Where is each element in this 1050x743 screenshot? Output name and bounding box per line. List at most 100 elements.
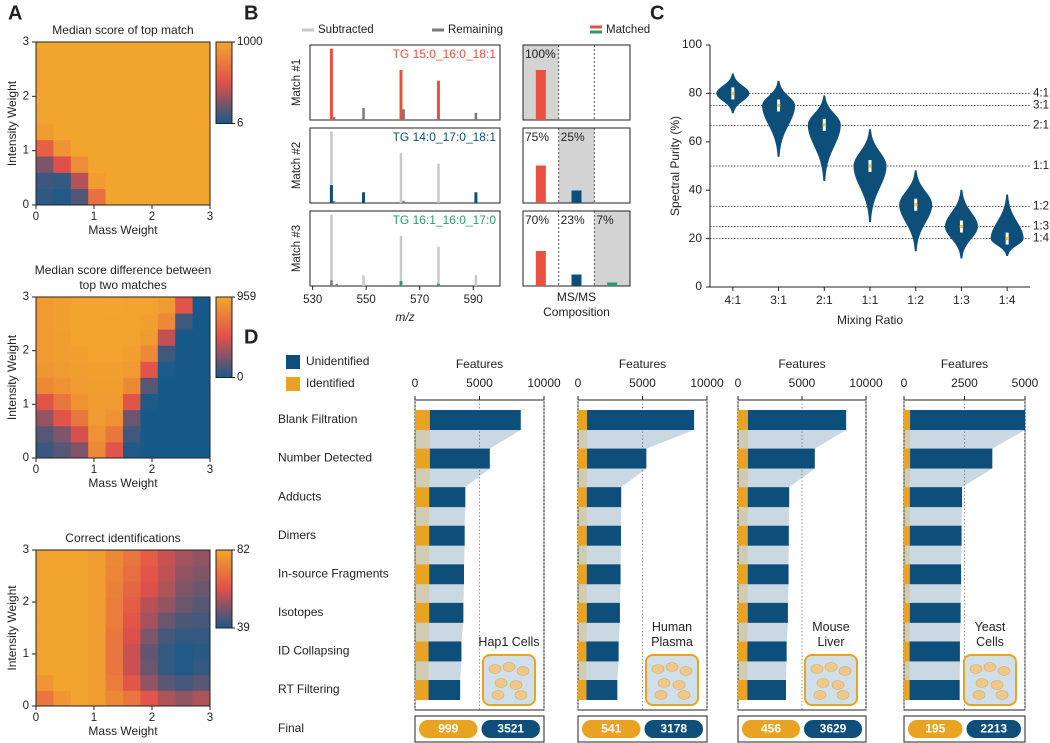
heatmap-cell: [175, 188, 193, 206]
heatmap-cell: [140, 107, 159, 124]
flow-band: [904, 507, 963, 526]
heatmap-cell: [123, 441, 141, 459]
x-axis-label: Mixing Ratio: [837, 313, 903, 327]
heatmap-cell: [140, 90, 159, 108]
x-tick-label: 570: [410, 294, 429, 306]
bar: [904, 564, 910, 585]
spectrum-frame: [309, 210, 501, 287]
heatmap-cell: [70, 581, 89, 598]
bar: [429, 525, 465, 546]
heatmap-cell: [105, 674, 124, 691]
y-tick-label: 1: [23, 398, 29, 410]
sample-icon-detail: [969, 664, 983, 674]
bar: [429, 487, 466, 508]
bar: [586, 680, 618, 700]
bar: [738, 641, 748, 662]
x-tick-label: 2: [149, 211, 155, 223]
flow-band: [904, 545, 962, 565]
sample-icon-detail: [983, 662, 997, 672]
heatmap-cell: [36, 550, 54, 566]
x-tick-label: 530: [303, 294, 322, 306]
heatmap-cell: [70, 425, 89, 443]
colorbar-tick-label: 0: [237, 372, 243, 384]
y-tick-label: 100: [682, 37, 702, 51]
heatmap-cell: [88, 156, 106, 173]
heatmap-cell: [53, 612, 72, 629]
heatmap-cell: [123, 565, 141, 582]
x-tick-label: 0: [33, 712, 39, 724]
y-axis-label: Intensity Weight: [5, 585, 19, 671]
heatmap-cell: [53, 441, 72, 459]
sample-label: Hap1 Cells: [478, 635, 540, 649]
legend-label: Matched: [606, 24, 650, 36]
chart-title-box: Median score of top match: [52, 23, 193, 37]
heatmap-cell: [70, 441, 89, 459]
heatmap-cell: [88, 425, 106, 443]
heatmap-cell: [53, 690, 72, 707]
plot-frame: [35, 296, 211, 459]
violin: [762, 80, 796, 157]
flow-band: [904, 584, 962, 603]
bar: [747, 410, 847, 430]
heatmap-cell: [53, 297, 72, 314]
sample-label-box: Mouse Liver: [812, 620, 850, 649]
bar: [909, 525, 962, 546]
heatmap-cell: [192, 139, 211, 157]
heatmap-cell: [157, 425, 176, 443]
bar: [587, 448, 647, 469]
heatmap-cell: [140, 690, 159, 707]
heatmap-cell: [140, 393, 159, 411]
sample-label-box: Human Plasma: [651, 620, 693, 649]
y-tick-label: 0: [23, 452, 29, 464]
colorbar-tick-label: 6: [237, 118, 243, 130]
heatmap-cell: [157, 188, 176, 206]
heatmap-cell: [157, 377, 176, 394]
sample-icon-detail: [836, 690, 850, 700]
reference-label: 1:4: [1033, 233, 1050, 245]
heatmap-cell: [157, 42, 176, 59]
flow-band: [578, 507, 587, 526]
bar: [910, 448, 993, 469]
bar: [909, 487, 963, 508]
heatmap-cell: [157, 581, 176, 598]
category-label: ID Collapsing: [278, 644, 349, 658]
heatmap-cell: [88, 329, 106, 346]
heatmap-cell: [123, 58, 141, 75]
violin-median: [959, 224, 964, 229]
reference-label: 4:1: [1033, 87, 1049, 99]
sample-label: Yeast Cells: [974, 620, 1006, 649]
heatmap-cell: [36, 172, 54, 190]
heatmap-cell: [88, 74, 106, 92]
flow-band: [415, 545, 465, 565]
heatmap-cell: [157, 90, 176, 108]
x-tick-label: 5000: [1012, 376, 1039, 390]
y-tick-label: 3: [23, 291, 29, 303]
sample-label: Mouse Liver: [812, 620, 850, 649]
panel-label: A: [8, 2, 22, 24]
heatmap-cell: [192, 313, 211, 330]
bar: [578, 410, 588, 430]
flow-band: [578, 545, 621, 565]
heatmap-cell: [123, 361, 141, 378]
heatmap-cell: [140, 596, 159, 613]
heatmap-cell: [175, 90, 193, 108]
flow-band: [578, 430, 588, 449]
heatmap-cell: [175, 659, 193, 676]
heatmap-cell: [140, 345, 159, 362]
heatmap-cell: [192, 123, 211, 141]
x-tick-label: 0: [575, 376, 582, 390]
heatmap-cell: [192, 643, 211, 660]
heatmap-cell: [140, 612, 159, 629]
flow-band: [415, 468, 490, 488]
chart-title: Median score difference between top two …: [34, 263, 212, 292]
category-label: RT Filtering: [278, 682, 340, 696]
heatmap-cell: [175, 581, 193, 598]
bar: [415, 448, 430, 469]
heatmap-cell: [70, 643, 89, 660]
bar: [747, 641, 787, 662]
x-axis-label: Mass Weight: [88, 476, 158, 490]
sample-icon-detail: [672, 680, 686, 690]
heatmap-cell: [140, 377, 159, 394]
sample-icon-detail: [651, 664, 665, 674]
